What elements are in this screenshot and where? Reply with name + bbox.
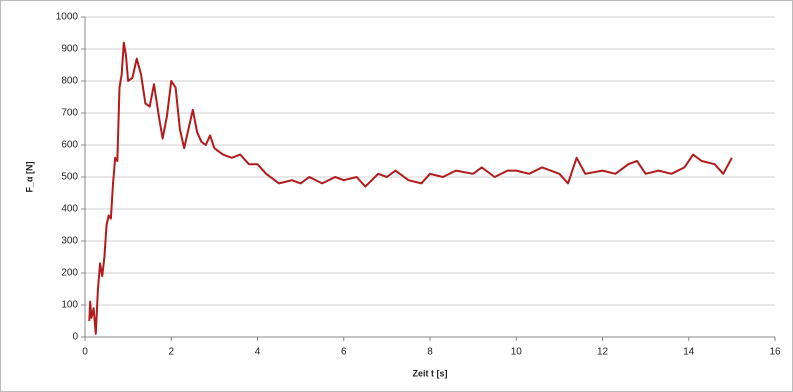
y-tick-label: 300 [61,236,78,247]
y-tick-label: 200 [61,268,78,279]
y-tick-label: 600 [61,140,78,151]
x-tick-label: 12 [597,347,609,358]
y-tick-label: 400 [61,204,78,215]
y-tick-label: 500 [61,172,78,183]
x-tick-label: 16 [769,347,781,358]
y-axis-title: F_α [N] [24,161,34,192]
x-tick-label: 10 [511,347,523,358]
x-tick-label: 8 [427,347,433,358]
x-axis-title: Zeit t [s] [413,368,448,378]
x-tick-label: 4 [255,347,261,358]
y-tick-label: 1000 [56,12,79,23]
x-tick-label: 6 [341,347,347,358]
y-tick-label: 100 [61,300,78,311]
x-tick-label: 14 [683,347,695,358]
x-tick-label: 0 [82,347,88,358]
y-tick-label: 800 [61,76,78,87]
y-tick-label: 0 [72,332,78,343]
data-line [88,41,733,335]
x-tick-label: 2 [168,347,174,358]
y-tick-label: 700 [61,108,78,119]
y-tick-label: 900 [61,44,78,55]
